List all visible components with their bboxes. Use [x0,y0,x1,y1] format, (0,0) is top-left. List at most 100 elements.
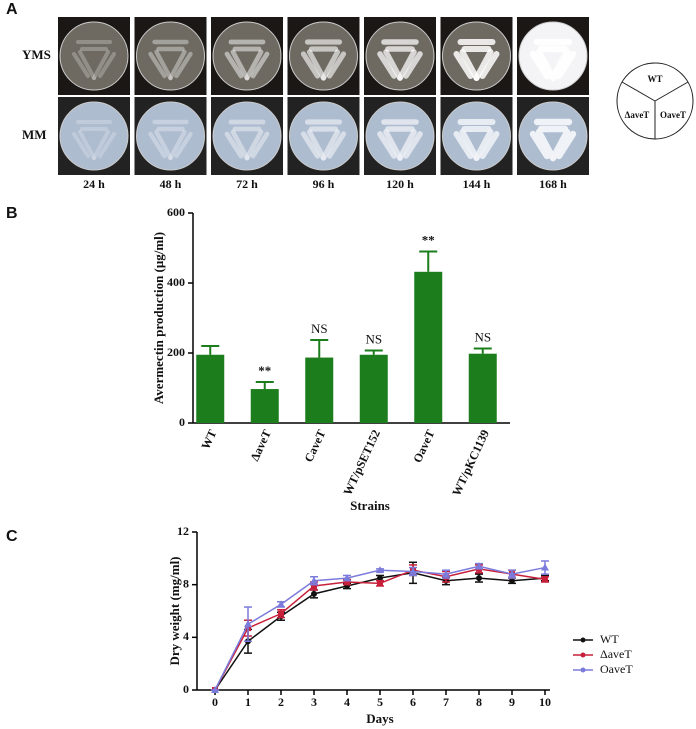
time-label: 96 h [313,177,335,191]
y-axis-label: Avermectin production (μg/ml) [151,232,166,404]
point [409,567,417,575]
x-tick-label: WT/pKC1139 [449,428,492,499]
legend-marker [580,652,586,658]
plate [289,21,358,91]
streak [473,129,494,161]
x-tick-label: 7 [443,695,449,709]
plate [289,101,358,171]
streak [549,48,571,82]
key-divider [621,81,656,102]
streak [453,131,474,159]
point [377,580,383,587]
streak [148,131,167,159]
streak [230,49,250,81]
streak [383,49,403,81]
bar [250,389,279,423]
point [442,570,450,578]
streak [244,49,264,81]
streak [98,52,116,78]
point [311,590,317,597]
point [476,575,482,582]
plate [212,101,282,171]
streak [459,129,480,161]
streak [250,51,270,79]
plate [442,101,511,171]
streak [78,130,96,160]
y-tick-label: 4 [183,629,189,643]
point [310,576,318,584]
legend-label: OaveT [600,662,633,676]
panel-label: B [6,205,18,222]
legend-label: WT [600,632,619,646]
bar [468,353,497,423]
streak [224,51,244,79]
significance-label: NS [365,332,382,347]
streak [154,49,173,81]
time-label: 72 h [236,177,258,191]
x-tick-label: OaveT [410,428,437,465]
panel-label: C [6,528,18,545]
x-tick-label: 10 [539,695,551,709]
significance-label: NS [311,321,328,336]
bar [414,271,443,423]
streak [535,128,557,162]
streak [549,128,571,162]
streak [377,131,397,159]
streak [473,49,494,81]
point [541,563,549,571]
streak [72,132,90,158]
x-tick-label: 2 [278,695,284,709]
streak [397,129,417,161]
streak [529,50,551,80]
x-axis-label: Strains [350,498,390,513]
y-tick-label: 600 [167,205,185,219]
streak [98,132,116,158]
x-tick-label: 3 [311,695,317,709]
x-tick-label: ΔaveT [247,428,274,464]
panel-label: A [6,1,18,18]
point [475,562,483,570]
streak [300,131,321,159]
streak [174,51,193,79]
streak [306,49,327,81]
y-axis-label: Dry weight (mg/ml) [167,556,182,665]
plate [59,101,129,171]
series-line [214,572,546,691]
point [277,600,285,608]
streak [244,129,264,161]
x-tick-label: WT [198,428,219,452]
time-label: 120 h [386,177,414,191]
legend-marker [580,637,586,643]
x-tick-label: 1 [245,695,251,709]
streak [479,131,500,159]
significance-label: ** [258,363,271,378]
bar [359,354,388,423]
streak [453,51,474,79]
y-tick-label: 12 [177,524,189,538]
key-label: OaveT [660,110,686,120]
x-tick-label: 0 [212,695,218,709]
streak [174,131,193,159]
streak [168,49,187,81]
streak [555,130,577,160]
point [344,579,350,586]
point [244,620,252,628]
point [211,686,219,693]
plate [59,21,129,91]
significance-label: NS [474,329,491,344]
streak [529,130,551,160]
row-label: YMS [22,47,51,62]
streak [300,51,321,79]
legend-label: ΔaveT [600,647,632,661]
streak [397,49,417,81]
x-tick-label: 6 [410,695,416,709]
plate [136,21,205,91]
x-tick-label: 8 [476,695,482,709]
streak [78,50,96,80]
streak [479,51,500,79]
legend-marker [580,667,586,673]
streak [306,129,327,161]
y-tick-label: 0 [179,415,185,429]
time-label: 48 h [160,177,182,191]
y-tick-label: 0 [183,682,189,696]
